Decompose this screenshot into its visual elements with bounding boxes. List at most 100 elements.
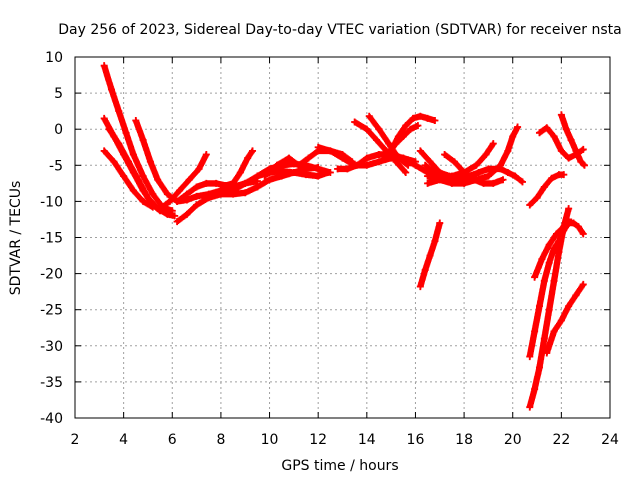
data-series: [100, 62, 588, 411]
data-point: [475, 169, 483, 177]
data-point: [424, 114, 432, 122]
data-point: [290, 169, 298, 177]
data-point: [183, 210, 191, 218]
y-tick-label: -5: [49, 158, 63, 174]
data-point: [514, 123, 522, 131]
x-tick-label: 20: [504, 432, 522, 448]
series-arc14: [351, 118, 410, 177]
data-point: [421, 161, 429, 169]
data-point: [555, 248, 563, 256]
x-tick-label: 6: [168, 432, 177, 448]
data-point: [557, 317, 565, 325]
data-point: [375, 125, 383, 133]
series-arc27: [526, 219, 587, 361]
data-point: [460, 177, 468, 185]
data-point: [202, 150, 210, 158]
data-point: [222, 182, 230, 190]
x-tick-label: 4: [119, 432, 128, 448]
data-point: [304, 154, 312, 162]
data-point: [399, 132, 407, 140]
data-point: [533, 194, 541, 202]
data-point: [535, 129, 543, 137]
grid-lines: [75, 57, 610, 418]
data-point: [421, 266, 429, 274]
series-arc29: [531, 215, 573, 281]
data-point: [550, 132, 558, 140]
data-point: [526, 403, 534, 411]
data-point: [217, 190, 225, 198]
data-point: [156, 205, 164, 213]
data-point: [504, 169, 512, 177]
series-arc23: [416, 219, 444, 291]
data-point: [176, 187, 184, 195]
data-point: [129, 150, 137, 158]
data-point: [100, 114, 108, 122]
data-point: [414, 122, 422, 130]
y-tick-label: -25: [40, 303, 63, 319]
data-point: [193, 201, 201, 209]
data-point: [100, 147, 108, 155]
data-point: [550, 277, 558, 285]
data-point: [365, 112, 373, 120]
data-point: [553, 230, 560, 238]
data-point: [146, 158, 154, 166]
data-point: [531, 327, 539, 335]
data-point: [173, 197, 181, 205]
data-point: [511, 172, 519, 180]
data-point: [431, 237, 439, 245]
data-point: [154, 176, 162, 184]
data-point: [572, 147, 580, 155]
x-tick-label: 10: [261, 432, 279, 448]
data-point: [562, 125, 570, 133]
data-point: [580, 161, 588, 169]
data-point: [548, 174, 556, 182]
x-tick-label: 8: [216, 432, 225, 448]
data-point: [266, 176, 274, 184]
y-tick-label: -35: [40, 375, 63, 391]
data-point: [480, 179, 488, 187]
data-point: [314, 143, 322, 151]
data-point: [540, 335, 548, 343]
data-point: [535, 363, 543, 371]
data-point: [402, 169, 410, 177]
data-point: [115, 107, 123, 115]
data-point: [545, 306, 553, 314]
data-point: [526, 201, 534, 209]
data-point: [489, 140, 497, 148]
data-point: [557, 111, 565, 119]
series-arc26: [557, 111, 588, 169]
y-tick-label: -15: [40, 231, 63, 247]
data-point: [416, 147, 424, 155]
data-point: [212, 179, 220, 187]
data-point: [411, 161, 419, 169]
data-point: [122, 129, 130, 137]
series-arc24: [526, 171, 568, 209]
data-point: [373, 136, 381, 144]
data-point: [134, 176, 142, 184]
data-point: [132, 117, 140, 125]
data-point: [244, 154, 252, 162]
data-point: [579, 145, 587, 153]
data-point: [484, 172, 492, 180]
data-point: [236, 169, 244, 177]
series-arc4: [105, 125, 179, 220]
data-point: [110, 158, 118, 166]
data-point: [314, 172, 322, 180]
data-point: [565, 302, 573, 310]
data-point: [193, 183, 201, 191]
x-tick-label: 14: [358, 432, 376, 448]
data-point: [540, 183, 548, 191]
data-point: [334, 165, 342, 173]
data-point: [416, 283, 424, 291]
data-point: [570, 219, 578, 227]
series-arc11: [253, 167, 332, 180]
series-arc20: [441, 150, 507, 187]
data-point: [324, 169, 332, 177]
y-tick-label: 0: [54, 122, 63, 138]
data-point: [253, 183, 261, 191]
data-point: [431, 117, 439, 125]
data-point: [424, 172, 432, 180]
x-tick-label: 24: [601, 432, 619, 448]
data-point: [402, 122, 410, 130]
data-point: [163, 190, 171, 198]
